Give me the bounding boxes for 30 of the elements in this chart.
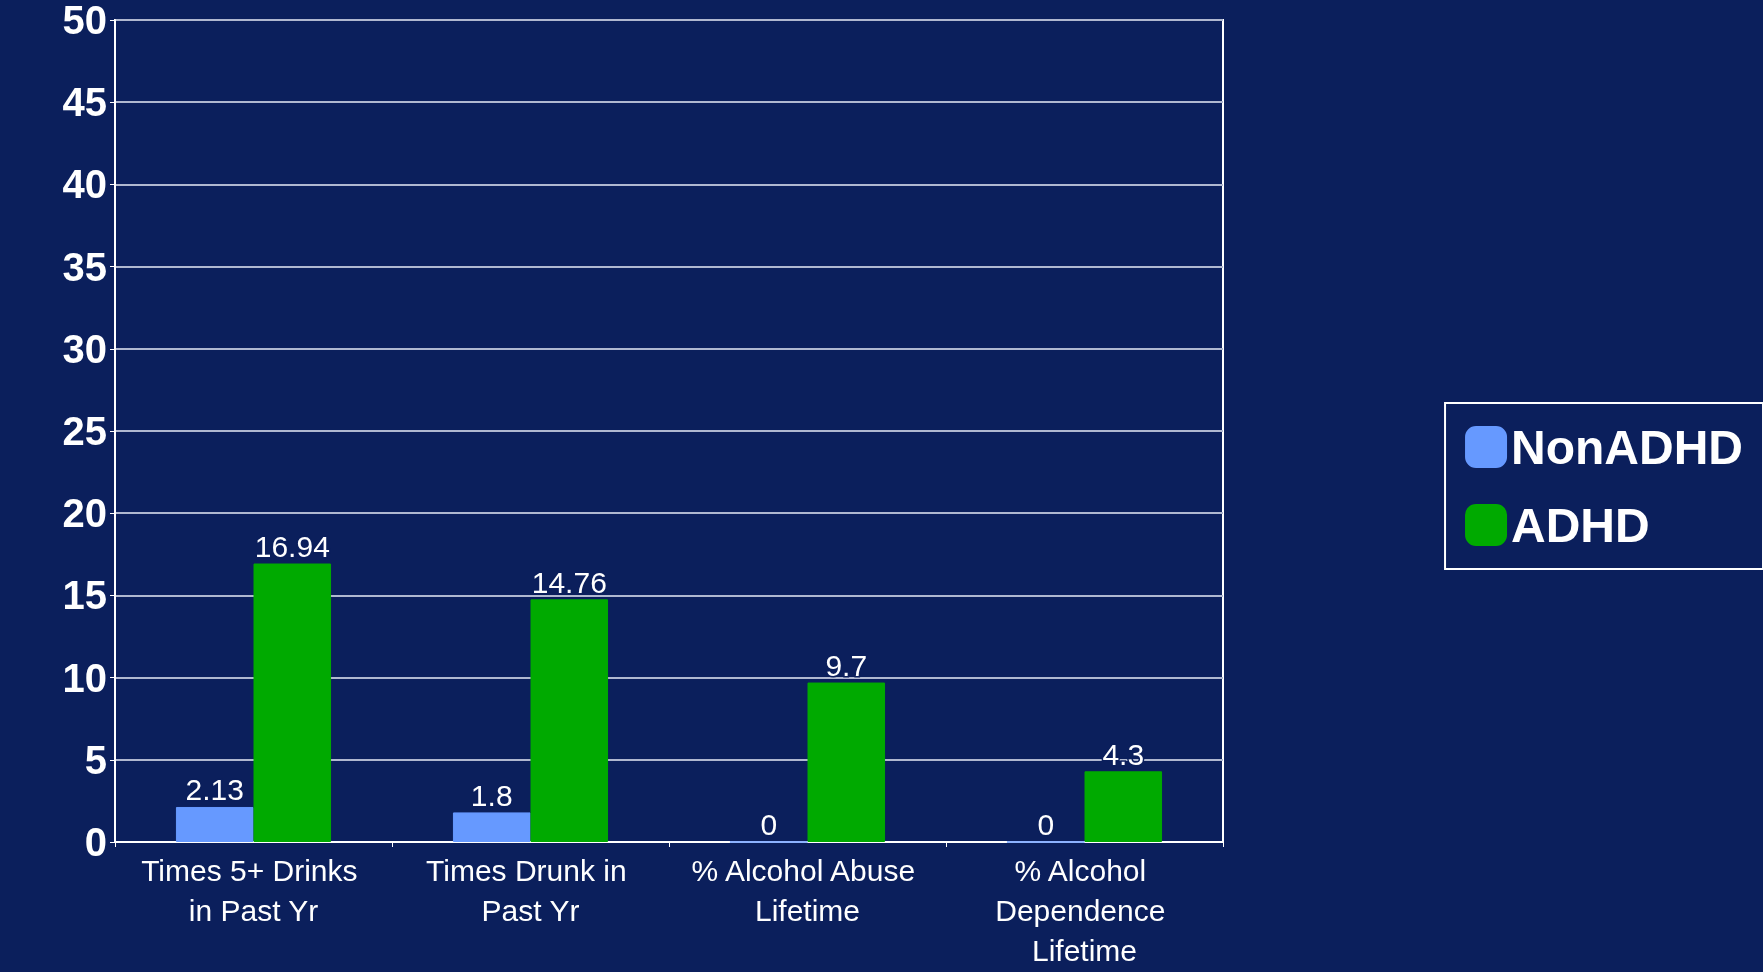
y-tick-label: 15 [62, 573, 107, 618]
legend-label: ADHD [1511, 498, 1650, 552]
bar [530, 599, 609, 842]
legend-label: NonADHD [1511, 420, 1744, 474]
x-tick-label: Times 5+ Drinks in Past Yr [141, 853, 366, 927]
y-tick-label: 45 [62, 80, 107, 125]
y-tick-label: 30 [62, 326, 107, 371]
x-tick-label: Times Drunk in Past Yr [426, 853, 635, 927]
data-label: 0 [1037, 808, 1055, 841]
bar [175, 806, 254, 842]
x-tick-label: % Alcohol Abuse Lifetime [691, 853, 924, 927]
data-label: 14.76 [531, 565, 607, 599]
data-label: 2.13 [185, 773, 244, 807]
y-tick-label: 20 [62, 491, 107, 536]
y-tick-label: 10 [62, 655, 107, 700]
y-tick-label: 25 [62, 409, 107, 453]
y-tick-label: 50 [62, 0, 107, 42]
data-label: 16.94 [254, 530, 330, 564]
data-label: 1.8 [470, 778, 513, 812]
y-tick-label: 0 [84, 820, 107, 864]
y-tick-label: 35 [62, 244, 107, 289]
bar [807, 682, 886, 842]
bar [253, 563, 332, 842]
x-tick-label: % Alcohol Dependence Lifetime [995, 853, 1174, 967]
y-tick-label: 5 [84, 737, 107, 782]
data-label: 9.7 [825, 649, 868, 683]
bar [452, 812, 531, 842]
data-label: 0 [760, 808, 778, 841]
y-tick-label: 40 [62, 162, 107, 207]
bar [1084, 771, 1163, 842]
